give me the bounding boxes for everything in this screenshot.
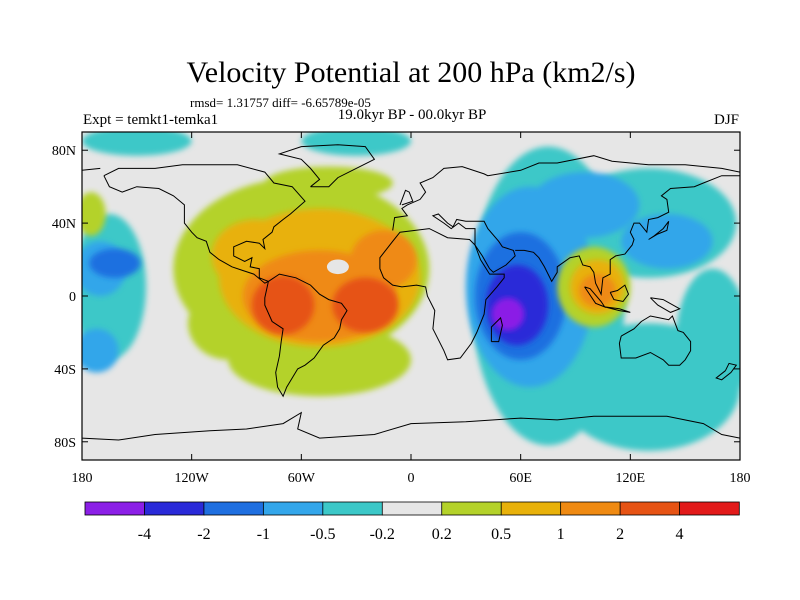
coastline (648, 220, 670, 240)
coastline (650, 297, 681, 313)
lon-tick-label: 180 (72, 471, 93, 486)
contour-level-2 (252, 275, 399, 335)
colorbar-label: 2 (616, 526, 624, 543)
season-subtitle: DJF (714, 112, 739, 128)
colorbar-label: 0.2 (432, 526, 452, 543)
contour-region (82, 132, 192, 156)
coastline (609, 284, 630, 303)
coastline (379, 228, 505, 361)
lat-tick-label: 0 (69, 290, 76, 305)
lat-tick-label: 40S (54, 363, 76, 378)
contour-region (579, 274, 616, 307)
lon-tick-label: 60E (509, 471, 532, 486)
colorbar-swatch (262, 501, 324, 516)
contour-region (301, 132, 411, 156)
colorbar-swatch (619, 501, 681, 516)
contour-fill-layers (82, 132, 740, 451)
contour-region (82, 192, 106, 236)
contour-region (228, 323, 411, 397)
coastline (399, 189, 414, 206)
figure-title: Velocity Potential at 200 hPa (km2/s) (186, 56, 635, 89)
coastline (82, 411, 740, 441)
coastline (490, 316, 503, 343)
contour-region (326, 259, 349, 275)
contour-region (621, 214, 713, 269)
colorbar-swatch (560, 501, 621, 516)
coastline (277, 144, 376, 188)
lon-tick-label: 60W (288, 471, 316, 486)
colorbar-label: -1 (257, 526, 270, 543)
period-subtitle: 19.0kyr BP - 00.0kyr BP (338, 107, 487, 123)
colorbar-label: 1 (557, 526, 565, 543)
lat-tick-label: 80S (54, 436, 76, 451)
colorbar-swatch (679, 501, 740, 516)
coastline (604, 306, 631, 313)
lat-tick-label: 40N (52, 217, 76, 232)
axis-ticks: 180 120W 60W 0 60E 120E 180 80N 40N 0 40S 80S (52, 132, 751, 486)
lon-tick-label: 120E (616, 471, 646, 486)
contour-region (264, 166, 393, 200)
coastline (584, 286, 607, 308)
colorbar-swatch (441, 501, 502, 516)
lon-tick-label: 0 (408, 471, 415, 486)
experiment-subtitle: Expt = temkt1-temka1 (83, 112, 218, 128)
coastline (515, 175, 740, 296)
colorbar-label: -4 (138, 526, 151, 543)
coastline (392, 155, 740, 231)
contour-region (82, 328, 119, 373)
coastline (264, 273, 348, 398)
coastline (431, 213, 516, 273)
colorbar-label: -2 (197, 526, 210, 543)
contour-region (676, 268, 740, 415)
colorbar-swatch (144, 501, 205, 516)
contour-region (252, 275, 315, 335)
colorbar: -4 -2 -1 -0.5 -0.2 0.2 0.5 1 2 4 (84, 501, 740, 543)
coastline (618, 315, 692, 366)
colorbar-swatch (322, 501, 383, 516)
stats-subtitle: rmsd= 1.31757 diff= -6.65789e-05 (190, 95, 371, 110)
contour-region (332, 277, 399, 333)
colorbar-label: -0.2 (370, 526, 395, 543)
colorbar-label: 4 (676, 526, 684, 543)
contour-region (491, 297, 525, 331)
colorbar-label: 0.5 (491, 526, 511, 543)
colorbar-swatch (500, 501, 562, 516)
colorbar-label: -0.5 (310, 526, 335, 543)
colorbar-swatch (203, 501, 265, 516)
colorbar-swatch (84, 501, 146, 516)
lon-tick-label: 120W (175, 471, 210, 486)
contour-region (89, 248, 141, 278)
coastlines (82, 144, 740, 441)
colorbar-swatch (381, 501, 443, 516)
lon-tick-label: 180 (730, 471, 751, 486)
contour-level--4 (491, 297, 525, 331)
contour-region (350, 230, 417, 289)
coastline (715, 362, 738, 381)
contour-region (529, 172, 640, 238)
coastline (103, 164, 306, 284)
coastline (82, 167, 101, 171)
lat-tick-label: 80N (52, 144, 76, 159)
